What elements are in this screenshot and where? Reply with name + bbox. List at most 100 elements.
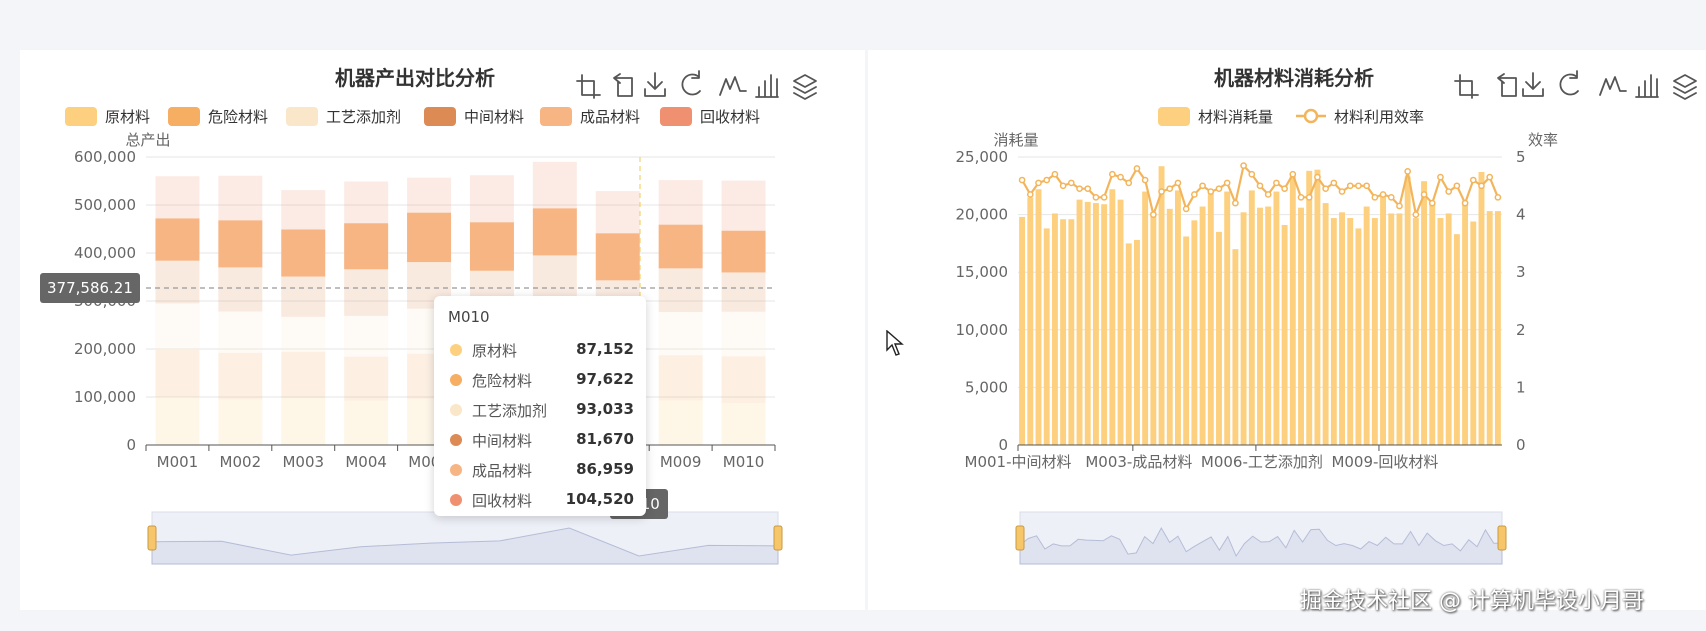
line-point[interactable]: [1232, 199, 1239, 207]
bar-segment[interactable]: [155, 218, 200, 261]
line-point[interactable]: [1469, 176, 1477, 184]
bar[interactable]: [1421, 181, 1428, 445]
bar[interactable]: [1051, 213, 1058, 445]
bar-segment[interactable]: [281, 397, 326, 445]
bar-segment[interactable]: [532, 161, 577, 209]
line-point[interactable]: [1264, 191, 1272, 198]
bar-segment[interactable]: [218, 220, 263, 268]
legend-swatch[interactable]: [1158, 107, 1190, 126]
bar[interactable]: [1240, 212, 1247, 445]
legend-label[interactable]: 原材料: [105, 108, 150, 126]
line-point[interactable]: [1387, 193, 1395, 201]
line-point[interactable]: [1412, 211, 1420, 218]
bar[interactable]: [1076, 199, 1083, 445]
bar-segment[interactable]: [595, 233, 640, 281]
line-point[interactable]: [1035, 179, 1042, 187]
bar[interactable]: [1339, 212, 1345, 445]
zoom-handle-left[interactable]: [147, 525, 157, 551]
bar-segment[interactable]: [532, 255, 577, 299]
line-point[interactable]: [1338, 188, 1346, 195]
line-point[interactable]: [1125, 179, 1133, 187]
line-point[interactable]: [1355, 182, 1362, 190]
line-point[interactable]: [1305, 193, 1313, 201]
bar[interactable]: [1445, 213, 1452, 445]
line-point[interactable]: [1076, 185, 1083, 193]
bar[interactable]: [1265, 206, 1272, 445]
line-point[interactable]: [1059, 182, 1067, 190]
line-point[interactable]: [1297, 193, 1305, 201]
legend-label[interactable]: 材料消耗量: [1198, 108, 1273, 126]
zoom-reset-icon[interactable]: [1497, 73, 1517, 97]
line-point[interactable]: [1133, 165, 1141, 172]
bar[interactable]: [1453, 234, 1460, 445]
bar[interactable]: [1019, 216, 1026, 445]
line-point[interactable]: [1273, 179, 1280, 187]
restore-icon[interactable]: [1559, 70, 1579, 96]
bar[interactable]: [1084, 201, 1091, 445]
line-point[interactable]: [1379, 191, 1387, 198]
bar-segment[interactable]: [155, 176, 200, 219]
bar-segment[interactable]: [218, 267, 263, 312]
bar[interactable]: [1437, 218, 1444, 445]
zoom-reset-icon[interactable]: [613, 73, 633, 97]
line-point[interactable]: [1108, 170, 1116, 178]
bar-segment[interactable]: [344, 181, 389, 224]
line-point[interactable]: [1051, 170, 1059, 178]
bar-segment[interactable]: [281, 229, 326, 277]
line-point[interactable]: [1478, 182, 1485, 190]
bar-chart-icon[interactable]: [1635, 74, 1659, 98]
bar[interactable]: [1494, 211, 1501, 445]
bar[interactable]: [1380, 193, 1387, 445]
line-chart-icon[interactable]: [1599, 76, 1627, 96]
bar[interactable]: [1478, 171, 1485, 445]
bar[interactable]: [1117, 199, 1124, 445]
data-zoom-slider[interactable]: [1015, 511, 1507, 565]
bar-segment[interactable]: [721, 311, 766, 357]
legend-label[interactable]: 危险材料: [208, 108, 268, 126]
bar-segment[interactable]: [344, 315, 389, 357]
line-point[interactable]: [1191, 191, 1198, 198]
line-point[interactable]: [1166, 185, 1174, 193]
bar-segment[interactable]: [344, 223, 389, 270]
bar-segment[interactable]: [658, 268, 703, 313]
legend-label[interactable]: 材料利用效率: [1334, 108, 1424, 126]
line-point[interactable]: [1420, 191, 1428, 198]
bar[interactable]: [1429, 204, 1436, 445]
bar[interactable]: [1470, 221, 1477, 445]
line-point[interactable]: [1322, 185, 1329, 193]
line-point[interactable]: [1223, 179, 1231, 187]
line-point[interactable]: [1494, 193, 1502, 201]
line-point[interactable]: [1289, 170, 1297, 178]
line-point[interactable]: [1182, 205, 1190, 213]
stack-icon[interactable]: [1673, 74, 1697, 100]
bar-segment[interactable]: [344, 400, 389, 445]
bar[interactable]: [1273, 191, 1280, 445]
bar-segment[interactable]: [658, 180, 703, 225]
bar[interactable]: [1404, 176, 1411, 446]
bar-segment[interactable]: [281, 190, 326, 230]
legend-swatch[interactable]: [65, 107, 97, 126]
line-point[interactable]: [1117, 173, 1124, 181]
bar-segment[interactable]: [469, 222, 514, 271]
bar-segment[interactable]: [281, 351, 326, 398]
legend-label[interactable]: 回收材料: [700, 108, 760, 126]
bar[interactable]: [1289, 173, 1296, 445]
bar[interactable]: [1125, 243, 1132, 445]
bar-segment[interactable]: [281, 276, 326, 317]
bar-segment[interactable]: [218, 311, 263, 353]
line-point[interactable]: [1084, 185, 1092, 193]
bar-segment[interactable]: [407, 212, 452, 263]
bar-segment[interactable]: [595, 191, 640, 234]
bar-segment[interactable]: [218, 399, 263, 445]
bar[interactable]: [1257, 207, 1263, 445]
line-point[interactable]: [1199, 182, 1206, 190]
bar-segment[interactable]: [532, 208, 577, 256]
bar[interactable]: [1347, 218, 1354, 445]
bar-segment[interactable]: [407, 177, 452, 213]
bar-segment[interactable]: [218, 352, 263, 400]
bar-segment[interactable]: [721, 272, 766, 312]
line-point[interactable]: [1404, 168, 1412, 175]
line-point[interactable]: [1281, 185, 1288, 193]
bar[interactable]: [1166, 208, 1173, 445]
legend-swatch[interactable]: [424, 107, 456, 126]
